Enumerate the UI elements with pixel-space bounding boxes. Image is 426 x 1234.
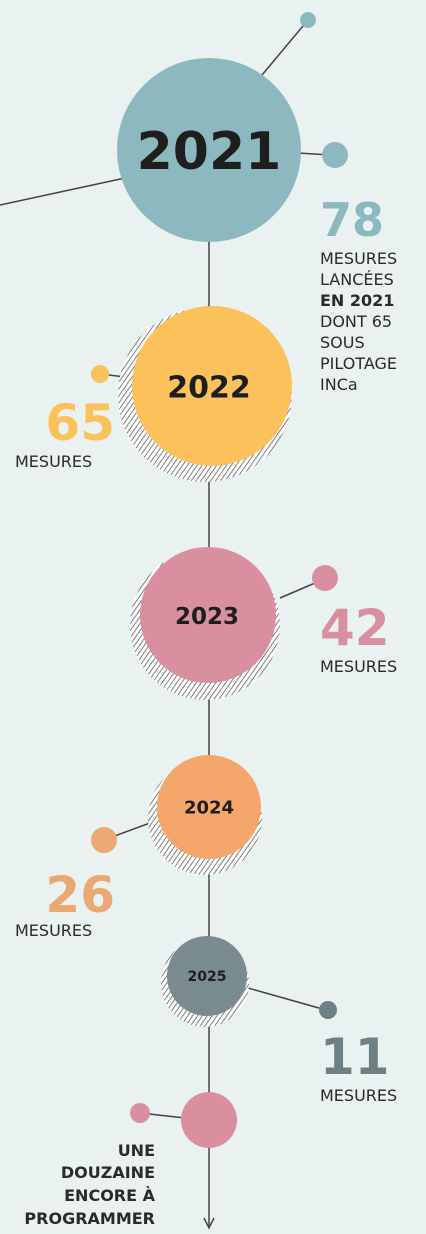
label-line: MESURES: [15, 921, 92, 940]
label-line: MESURES: [320, 249, 397, 268]
year: 2022: [167, 371, 251, 406]
title: Bilan: [0, 0, 125, 9]
year: 2024: [184, 798, 234, 819]
label-line: MESURES: [320, 1086, 397, 1105]
label-line: UNE: [118, 1141, 155, 1160]
count: 78: [320, 193, 384, 247]
count: 42: [320, 599, 390, 657]
year: 2025: [188, 969, 227, 985]
count: 11: [320, 1028, 390, 1086]
count: 65: [45, 394, 115, 452]
label-line: LANCÉES: [320, 270, 394, 289]
label-line: DONT 65: [320, 312, 392, 331]
label-line: EN 2021: [320, 291, 394, 310]
label-line: MESURES: [15, 452, 92, 471]
year: 2023: [175, 604, 239, 630]
label-line: PROGRAMMER: [24, 1209, 155, 1228]
label: UNE DOUZAINE ENCORE À PROGRAMMER: [24, 1141, 155, 1228]
label-line: DOUZAINE: [61, 1163, 155, 1182]
count: 26: [45, 866, 115, 924]
label-line: ENCORE À: [64, 1186, 155, 1205]
label: MESURES LANCÉES EN 2021 DONT 65 SOUS PIL…: [320, 249, 397, 394]
label-line: SOUS: [320, 333, 365, 352]
circles: [91, 12, 348, 1148]
label-line: PILOTAGE: [320, 354, 397, 373]
label-line: INCa: [320, 375, 358, 394]
label-line: MESURES: [320, 657, 397, 676]
year: 2021: [137, 122, 282, 182]
